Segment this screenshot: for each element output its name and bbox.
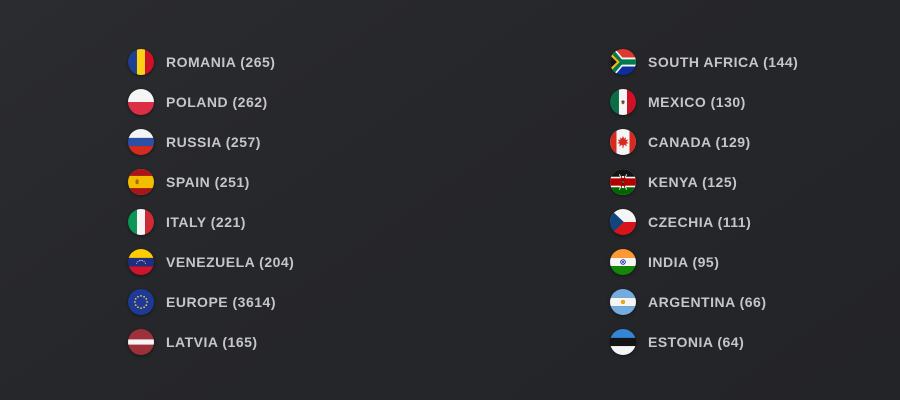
country-item-estonia[interactable]: ESTONIA (64) <box>610 322 900 362</box>
country-label: CANADA (129) <box>648 134 751 150</box>
country-item-mexico[interactable]: MEXICO (130) <box>610 82 900 122</box>
italy-flag-icon <box>128 209 154 235</box>
poland-flag-icon <box>128 89 154 115</box>
country-label: VENEZUELA (204) <box>166 254 295 270</box>
country-label: POLAND (262) <box>166 94 268 110</box>
country-column-right: SOUTH AFRICA (144) MEXICO (130) CANADA (… <box>610 42 900 362</box>
venezuela-flag-icon <box>128 249 154 275</box>
country-label: LATVIA (165) <box>166 334 258 350</box>
spain-flag-icon <box>128 169 154 195</box>
country-label: ARGENTINA (66) <box>648 294 767 310</box>
country-column-left: ROMANIA (265) POLAND (262) RUSSIA (257) … <box>128 42 488 362</box>
country-label: ITALY (221) <box>166 214 246 230</box>
country-label: MEXICO (130) <box>648 94 746 110</box>
romania-flag-icon <box>128 49 154 75</box>
russia-flag-icon <box>128 129 154 155</box>
mexico-flag-icon <box>610 89 636 115</box>
kenya-flag-icon <box>610 169 636 195</box>
czechia-flag-icon <box>610 209 636 235</box>
country-item-venezuela[interactable]: VENEZUELA (204) <box>128 242 488 282</box>
latvia-flag-icon <box>128 329 154 355</box>
estonia-flag-icon <box>610 329 636 355</box>
country-label: INDIA (95) <box>648 254 720 270</box>
country-item-canada[interactable]: CANADA (129) <box>610 122 900 162</box>
country-label: ROMANIA (265) <box>166 54 276 70</box>
country-item-czechia[interactable]: CZECHIA (111) <box>610 202 900 242</box>
country-item-spain[interactable]: SPAIN (251) <box>128 162 488 202</box>
country-label: RUSSIA (257) <box>166 134 261 150</box>
south-africa-flag-icon <box>610 49 636 75</box>
country-item-argentina[interactable]: ARGENTINA (66) <box>610 282 900 322</box>
country-label: EUROPE (3614) <box>166 294 276 310</box>
country-item-poland[interactable]: POLAND (262) <box>128 82 488 122</box>
country-label: CZECHIA (111) <box>648 214 752 230</box>
country-item-latvia[interactable]: LATVIA (165) <box>128 322 488 362</box>
country-label: ESTONIA (64) <box>648 334 745 350</box>
canada-flag-icon <box>610 129 636 155</box>
country-item-russia[interactable]: RUSSIA (257) <box>128 122 488 162</box>
india-flag-icon <box>610 249 636 275</box>
europe-flag-icon <box>128 289 154 315</box>
country-item-india[interactable]: INDIA (95) <box>610 242 900 282</box>
country-item-romania[interactable]: ROMANIA (265) <box>128 42 488 82</box>
argentina-flag-icon <box>610 289 636 315</box>
country-item-italy[interactable]: ITALY (221) <box>128 202 488 242</box>
country-label: SPAIN (251) <box>166 174 250 190</box>
country-label: SOUTH AFRICA (144) <box>648 54 799 70</box>
country-item-kenya[interactable]: KENYA (125) <box>610 162 900 202</box>
country-item-south-africa[interactable]: SOUTH AFRICA (144) <box>610 42 900 82</box>
country-item-europe[interactable]: EUROPE (3614) <box>128 282 488 322</box>
country-label: KENYA (125) <box>648 174 738 190</box>
